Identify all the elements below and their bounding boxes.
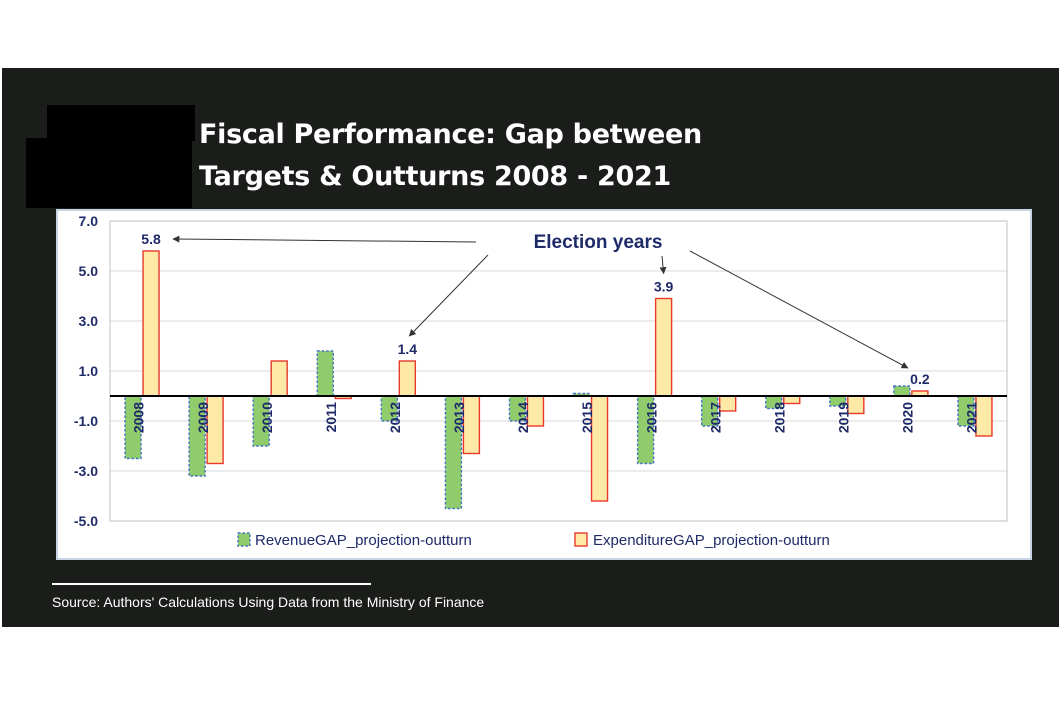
x-tick-label: 2009 — [195, 402, 211, 433]
y-tick-label: -1.0 — [74, 413, 98, 429]
expenditure-bar — [142, 250, 160, 397]
x-tick-label: 2018 — [771, 402, 787, 433]
revenue-bar — [893, 385, 911, 397]
revenue-bar — [316, 350, 334, 397]
x-tick-label: 2008 — [131, 402, 147, 433]
y-tick-label: 3.0 — [79, 313, 99, 329]
revenue-bar — [252, 395, 270, 447]
x-tick-label: 2017 — [707, 402, 723, 433]
x-tick-label: 2014 — [515, 402, 531, 433]
annotation-election-years: Election years — [534, 232, 663, 253]
revenue-bar — [765, 395, 783, 410]
legend-swatch-revenue — [237, 532, 251, 547]
annotation-arrow — [408, 254, 489, 337]
legend-label-revenue: RevenueGAP_projection-outturn — [255, 532, 472, 549]
x-tick-label: 2021 — [964, 402, 980, 433]
x-tick-label: 2015 — [579, 402, 595, 433]
annotation-arrow — [659, 255, 667, 275]
x-tick-label: 2019 — [836, 402, 852, 433]
revenue-bar — [957, 395, 975, 427]
revenue-bar — [380, 395, 399, 422]
plot-area: 7.0 5.0 3.0 1.0 -1.0 -3.0 -5.0 2008 2009 2010 2011… — [56, 209, 1032, 560]
y-tick-label: 5.0 — [79, 263, 99, 279]
legend-label-expenditure: ExpenditureGAP_projection-outturn — [593, 532, 830, 549]
y-tick-label: 7.0 — [79, 213, 99, 229]
expenditure-bar — [654, 297, 673, 397]
data-label: 1.4 — [398, 341, 418, 357]
source-divider — [52, 583, 371, 585]
annotation-arrow — [689, 250, 909, 369]
plot-frame — [109, 220, 1008, 522]
x-tick-label: 2012 — [387, 402, 403, 433]
annotation-arrow — [172, 235, 477, 243]
redacted-block — [47, 105, 195, 141]
bar-chart-svg: 7.0 5.0 3.0 1.0 -1.0 -3.0 -5.0 2008 2009 2010 2011… — [74, 213, 1008, 549]
data-label: 5.8 — [141, 231, 161, 247]
expenditure-bar — [270, 360, 288, 397]
revenue-bar — [188, 395, 206, 477]
y-tick-label: 1.0 — [79, 363, 99, 379]
revenue-bar — [444, 395, 463, 510]
source-note: Source: Authors' Calculations Using Data… — [52, 594, 485, 610]
revenue-bar — [572, 392, 591, 397]
legend-swatch-expenditure — [574, 532, 588, 547]
x-tick-label: 2013 — [451, 402, 467, 433]
chart-panel: Fiscal Performance: Gap between Targets … — [2, 68, 1059, 627]
data-label: 0.2 — [910, 371, 930, 387]
revenue-bar — [700, 395, 719, 427]
revenue-bar — [636, 395, 655, 465]
revenue-bar — [829, 395, 847, 407]
data-label: 3.9 — [654, 279, 674, 295]
y-tick-label: -3.0 — [74, 463, 98, 479]
revenue-bar — [124, 395, 142, 460]
x-tick-label: 2010 — [259, 402, 275, 433]
expenditure-bar — [398, 360, 417, 397]
x-tick-label: 2016 — [643, 402, 659, 433]
y-tick-label: -5.0 — [74, 513, 98, 529]
redacted-block — [26, 138, 192, 208]
x-tick-label: 2011 — [323, 402, 339, 433]
chart-title: Fiscal Performance: Gap between Targets … — [199, 119, 702, 192]
x-tick-label: 2020 — [900, 402, 916, 433]
revenue-bar — [508, 395, 527, 422]
